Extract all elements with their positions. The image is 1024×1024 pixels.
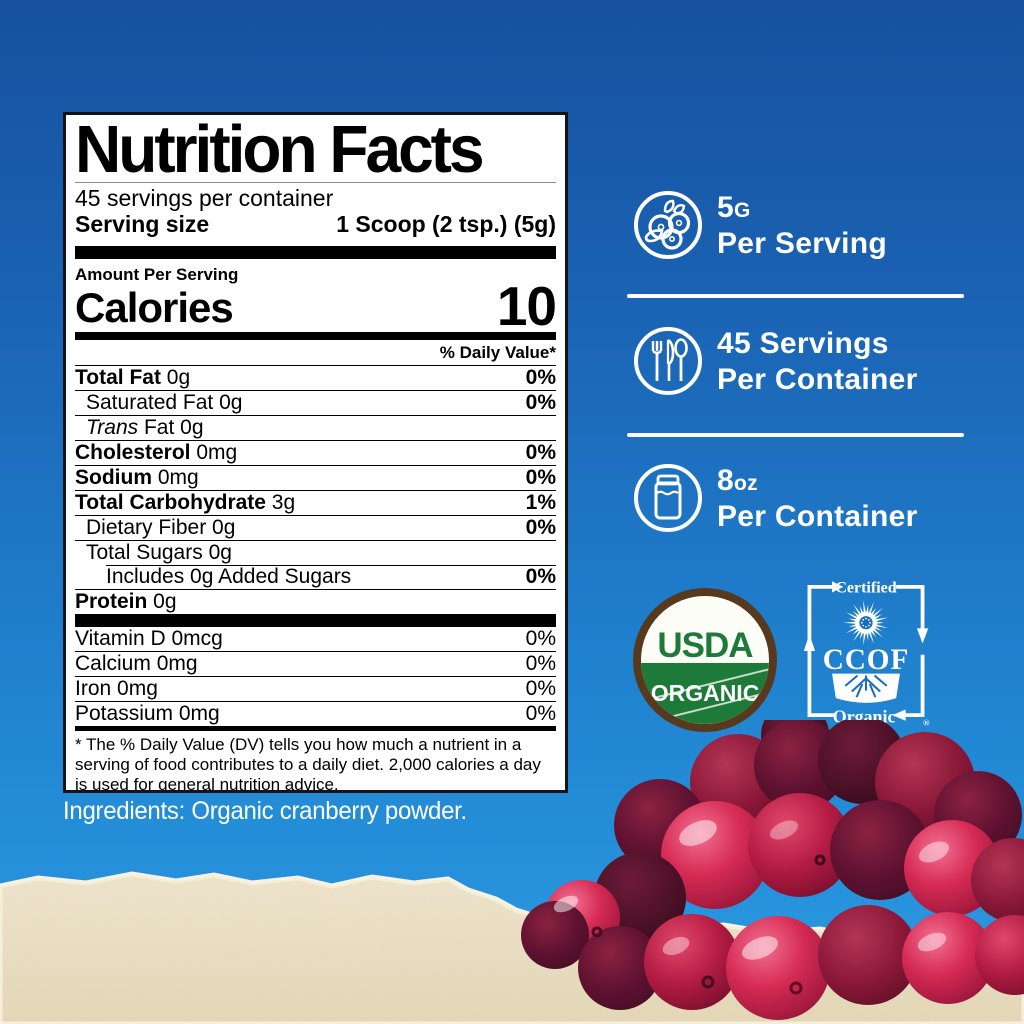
- jar-circle-icon: [634, 464, 702, 532]
- nutrient-row: Saturated Fat 0g 0%: [75, 390, 556, 415]
- nutrient-row: Potassium 0mg 0%: [75, 701, 556, 725]
- badge-text: 8oz Per Container: [717, 464, 918, 533]
- badge-label: Per Container: [717, 499, 918, 533]
- badge-value: 8: [717, 463, 734, 497]
- nutrient-row: Iron 0mg 0%: [75, 676, 556, 700]
- ccof-registered-mark: ®: [923, 717, 930, 727]
- usda-text: USDA: [657, 625, 753, 665]
- ccof-arrow-up: [803, 634, 816, 651]
- ccof-arrow-down: [916, 628, 929, 644]
- nutrient-row: Cholesterol 0mg 0%: [75, 440, 556, 464]
- ccof-roots: [844, 674, 888, 698]
- servings-per-container: 45 servings per container: [75, 185, 334, 211]
- title-divider: [75, 182, 556, 183]
- nutrient-row: Protein 0g: [75, 589, 556, 614]
- serving-size-value: 1 Scoop (2 tsp.) (5g): [336, 211, 556, 237]
- badge-value: 5: [717, 190, 734, 224]
- calories-value: 10: [496, 275, 557, 337]
- badge-label: Per Container: [717, 362, 918, 396]
- badge-unit: G: [734, 198, 751, 222]
- badge-unit: oz: [734, 471, 758, 495]
- badge-text: 45 Servings Per Container: [717, 327, 918, 396]
- footnote-separator: [75, 726, 556, 731]
- badge-text: 5G Per Serving: [717, 191, 887, 260]
- badge-ounces-per-container: 8oz Per Container: [632, 462, 918, 534]
- cranberries-image: [521, 720, 1024, 1020]
- serving-size-row: Serving size 1 Scoop (2 tsp.) (5g): [75, 211, 556, 238]
- badge-value: 45 Servings: [717, 326, 889, 360]
- nutrient-row: Sodium 0mg 0%: [75, 465, 556, 489]
- badge-label: Per Serving: [717, 226, 888, 260]
- nutrient-row: Includes 0g Added Sugars 0%: [75, 565, 556, 589]
- nutrient-row: Calcium 0mg 0%: [75, 651, 556, 675]
- cranberries-circle-icon: [634, 191, 702, 259]
- ccof-arrow-right: [832, 581, 844, 593]
- thick-separator-2: [75, 614, 556, 627]
- calories-label: Calories: [75, 284, 234, 331]
- cutlery-circle-icon: [634, 327, 702, 395]
- serving-size-label: Serving size: [75, 211, 210, 237]
- nutrient-row: Dietary Fiber 0g 0%: [75, 515, 556, 540]
- ccof-arrow-left: [892, 709, 906, 721]
- section-divider-1: [627, 294, 964, 298]
- micronutrient-rows: Vitamin D 0mcg 0% Calcium 0mg 0% Iron 0mg 0% P…: [75, 627, 556, 726]
- thick-separator: [75, 246, 556, 259]
- ingredients-text: Ingredients: Organic cranberry powder.: [63, 797, 467, 825]
- ccof-certified-organic-seal: Certified CCOF Organic ®: [803, 580, 930, 727]
- medium-separator: [75, 332, 556, 340]
- calories-row: Calories 10: [75, 275, 557, 337]
- usda-seal-top: USDA: [641, 596, 769, 663]
- amount-per-serving: Amount Per Serving: [75, 265, 239, 284]
- ccof-organic-text: Organic: [833, 707, 896, 727]
- nutrient-row: Vitamin D 0mcg 0%: [75, 627, 556, 650]
- ccof-sunflower-icon: [843, 600, 888, 646]
- badge-grams-per-serving: 5G Per Serving: [632, 189, 887, 261]
- ccof-name-text: CCOF: [823, 644, 910, 676]
- badge-servings-per-container: 45 Servings Per Container: [632, 325, 918, 397]
- section-divider-2: [627, 433, 964, 437]
- nutrient-row: Total Carbohydrate 3g 1%: [75, 490, 556, 514]
- nutrition-facts-panel: Nutrition Facts 45 servings per containe…: [63, 112, 568, 793]
- daily-value-footnote: * The % Daily Value (DV) tells you how m…: [75, 735, 541, 793]
- panel-title: Nutrition Facts: [75, 112, 485, 187]
- nutrient-rows: Total Fat 0g 0% Saturated Fat 0g 0% Trans Fa…: [75, 366, 556, 614]
- ccof-certified-text: Certified: [835, 580, 896, 597]
- daily-value-header: % Daily Value*: [75, 340, 556, 366]
- usda-seal-bottom: ORGANIC: [641, 662, 769, 724]
- nutrient-row: Trans Fat 0g: [75, 415, 556, 440]
- usda-organic-seal: USDA ORGANIC: [633, 588, 777, 732]
- nutrient-row: Total Fat 0g 0%: [75, 366, 556, 389]
- usda-organic-text: ORGANIC: [650, 679, 760, 706]
- nutrient-row: Total Sugars 0g: [75, 540, 556, 565]
